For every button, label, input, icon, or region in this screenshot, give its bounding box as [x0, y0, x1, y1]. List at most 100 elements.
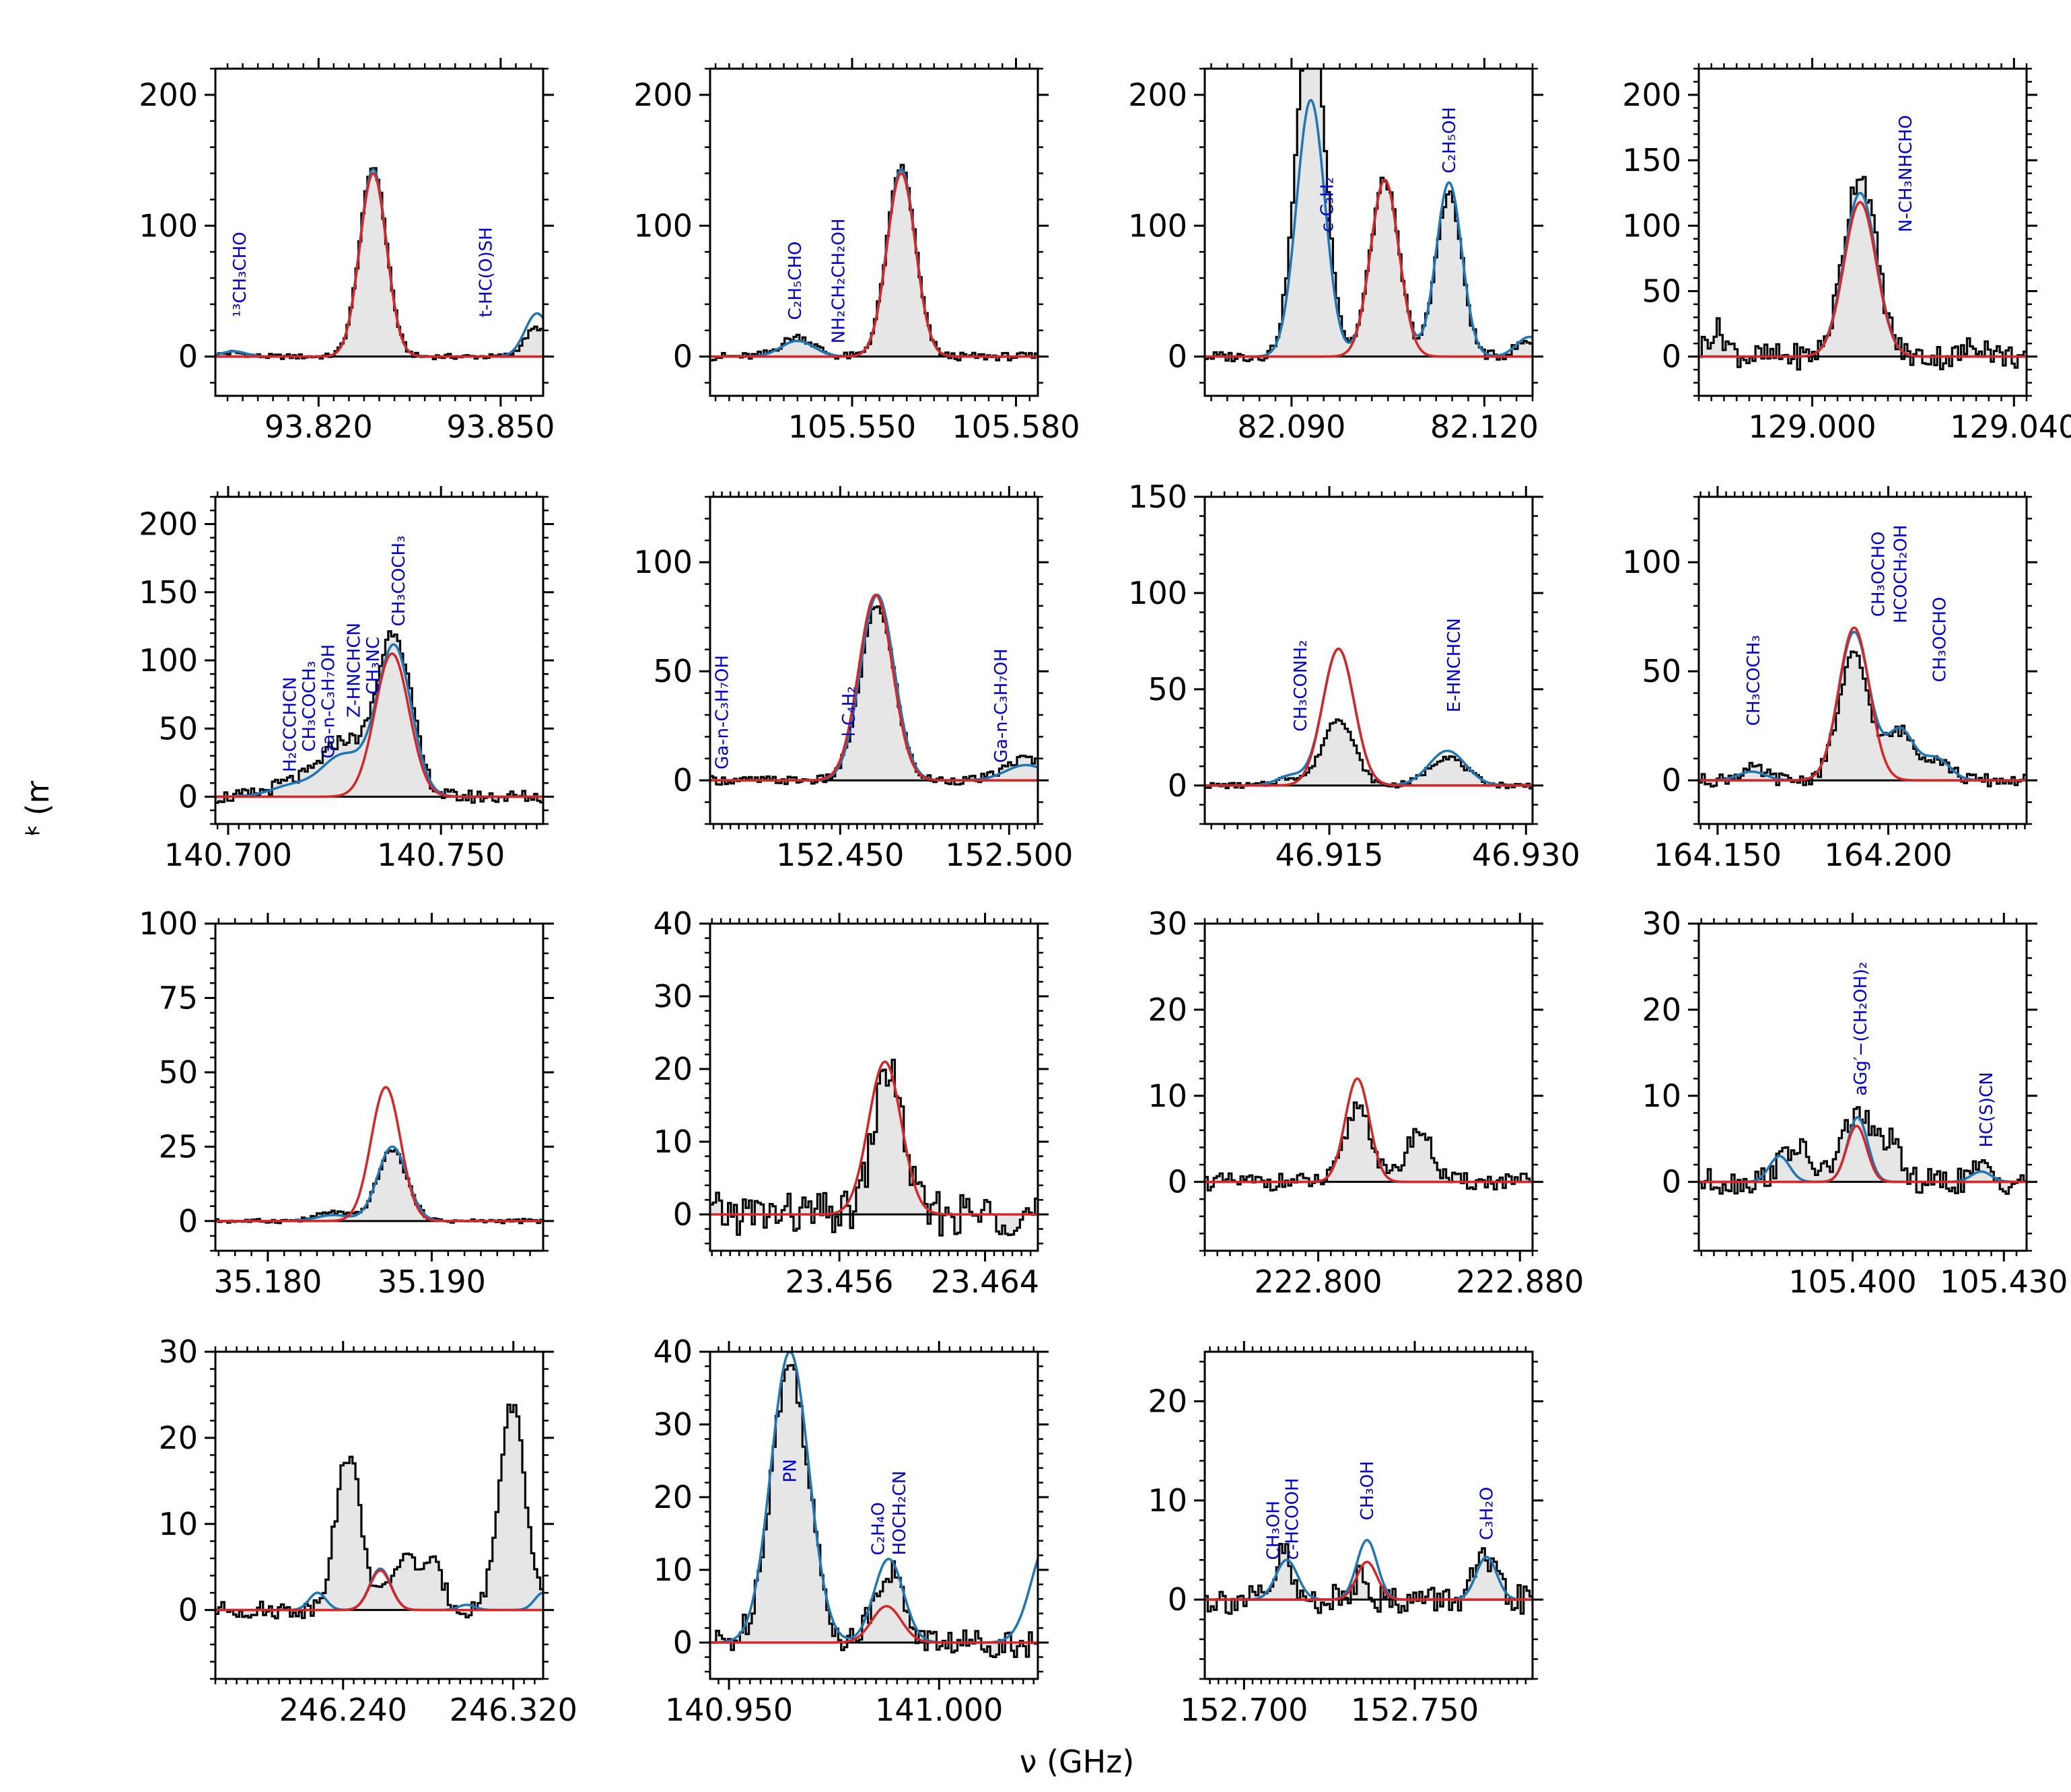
x-tick-label: 46.930	[1472, 837, 1580, 873]
y-tick-label: 150	[1128, 479, 1187, 515]
model-target-curve	[1699, 1124, 2027, 1183]
observed-spectrum	[1699, 176, 2027, 371]
y-tick-label: 0	[178, 339, 198, 375]
line-label: CH₃OH	[1358, 1461, 1378, 1520]
plot-area: PN C₂H₄O HOCH₂CN	[710, 1352, 1038, 1659]
model-target-curve	[710, 593, 1038, 782]
observed-fill	[1699, 177, 2027, 370]
x-tick-label: 129.000	[1748, 409, 1876, 445]
model-target-curve	[1699, 626, 2027, 782]
panel-10: 23.456 23.464 0 10 20 30 40	[653, 905, 1049, 1300]
x-tick-label: 246.240	[279, 1692, 407, 1728]
y-tick-label: 10	[1148, 1482, 1187, 1519]
axes-frame	[1203, 922, 1534, 1252]
plot-area: aGg′−(CH₂OH)₂ HC(S)CN	[1699, 962, 2027, 1195]
axes-frame	[1203, 1350, 1534, 1680]
axes-frame	[1697, 922, 2028, 1252]
model-target-curve	[710, 172, 1038, 358]
y-tick-label: 0	[1168, 1581, 1187, 1618]
axes-frame	[1203, 67, 1534, 397]
model-target-curve	[1699, 201, 2027, 358]
y-tick-label: 0	[673, 1624, 693, 1661]
line-label: NH₂CH₂CH₂OH	[829, 218, 849, 343]
observed-fill	[215, 168, 543, 359]
observed-fill	[1205, 1102, 1533, 1191]
panel-4: N-CH₃NHCHO 129.000 129.040 0 50 100 150 200	[1622, 58, 2071, 445]
x-tick-label: 35.180	[213, 1264, 322, 1300]
y-tick-label: 100	[633, 544, 693, 580]
line-label: C₂H₄O	[869, 1502, 889, 1555]
model-target-curve	[1205, 1077, 1533, 1183]
model-target-curve	[215, 652, 543, 798]
y-tick-label: 100	[1128, 207, 1187, 244]
line-label: Z-HNCHCN	[345, 623, 365, 718]
y-tick-label: 0	[1168, 339, 1187, 375]
line-label: CH₃COCH₃	[300, 661, 320, 752]
x-tick-label: 35.190	[378, 1264, 486, 1300]
x-tick-label: 246.320	[450, 1692, 577, 1728]
axes-frame	[709, 67, 1039, 397]
y-tick-label: 100	[1128, 575, 1187, 611]
line-label: HCOCH₂OH	[1891, 525, 1911, 623]
panel-3: c-C₃H₂ C₂H₅OH 82.090 82.120 0 100 200	[1128, 58, 1543, 445]
observed-spectrum	[215, 1404, 543, 1620]
panel-14: PN C₂H₄O HOCH₂CN 140.950 141.000 0 10 20 30 40	[653, 1334, 1049, 1728]
observed-fill	[1205, 1544, 1533, 1614]
x-tick-label: 140.950	[665, 1692, 793, 1728]
x-tick-label: 222.800	[1254, 1264, 1382, 1300]
line-label: CH₃OCHO	[1868, 531, 1889, 617]
line-label: H₂CCCHCN	[281, 677, 301, 772]
line-label: ¹³CH₃CHO	[230, 232, 250, 317]
axes-frame	[709, 1350, 1039, 1680]
plot-area: Ga-n-C₃H₇OH l-C₄H₂ Ga-n-C₃H₇OH	[710, 593, 1038, 786]
y-tick-label: 0	[673, 762, 693, 798]
x-tick-label: 23.456	[785, 1264, 894, 1300]
x-tick-label: 105.400	[1788, 1264, 1916, 1300]
x-tick-label: 105.550	[788, 409, 916, 445]
line-label: Ga-n-C₃H₇OH	[991, 648, 1012, 763]
plot-area: CH₃CONH₂ E-HNCHCN	[1205, 618, 1533, 790]
x-tick-label: 105.430	[1940, 1264, 2068, 1300]
plot-area: C₂H₅CHO NH₂CH₂CH₂OH	[710, 164, 1038, 361]
y-tick-label: 150	[139, 574, 198, 611]
y-tick-label: 25	[158, 1128, 198, 1165]
x-tick-label: 222.880	[1456, 1264, 1584, 1300]
y-tick-label: 200	[1128, 77, 1187, 113]
plot-area: N-CH₃NHCHO	[1699, 115, 2027, 371]
line-label: CH₃NC	[363, 637, 384, 695]
y-tick-label: 50	[1148, 671, 1187, 708]
y-tick-label: 10	[1642, 1078, 1681, 1114]
y-tick-label: 0	[1662, 1164, 1681, 1200]
observed-spectrum	[710, 1058, 1038, 1237]
y-tick-label: 20	[653, 1051, 693, 1087]
observed-fill	[1205, 69, 1533, 361]
x-tick-label: 82.090	[1237, 409, 1345, 445]
observed-fill	[710, 1060, 1038, 1236]
observed-fill	[710, 165, 1038, 361]
line-label: aGg′−(CH₂OH)₂	[1851, 962, 1871, 1096]
y-tick-label: 30	[1148, 905, 1187, 942]
y-tick-label: 100	[139, 905, 198, 942]
x-tick-label: 141.000	[875, 1692, 1003, 1728]
y-tick-label: 100	[139, 207, 198, 244]
line-label: l-C₄H₂	[839, 686, 859, 736]
line-label: Ga-n-C₃H₇OH	[319, 644, 339, 759]
model-target-curve	[1205, 1560, 1533, 1601]
plot-area	[710, 1058, 1038, 1237]
y-tick-label: 20	[1148, 1383, 1187, 1420]
y-tick-label: 10	[1148, 1078, 1187, 1114]
panel-13: 246.240 246.320 0 10 20 30	[158, 1334, 577, 1728]
observed-fill	[710, 1365, 1038, 1657]
y-tick-label: 50	[158, 710, 198, 747]
line-label: CH₃OCHO	[1930, 597, 1951, 683]
plot-area	[215, 1404, 543, 1620]
y-tick-label: 0	[1662, 339, 1681, 375]
line-label: t-HC(O)SH	[476, 227, 496, 317]
model-target-curve	[710, 1060, 1038, 1216]
line-label: C₃H₂O	[1477, 1487, 1498, 1540]
y-tick-label: 40	[653, 1334, 693, 1370]
x-tick-label: 46.915	[1275, 837, 1384, 873]
y-tick-label: 200	[633, 77, 693, 113]
y-tick-label: 10	[653, 1552, 693, 1588]
